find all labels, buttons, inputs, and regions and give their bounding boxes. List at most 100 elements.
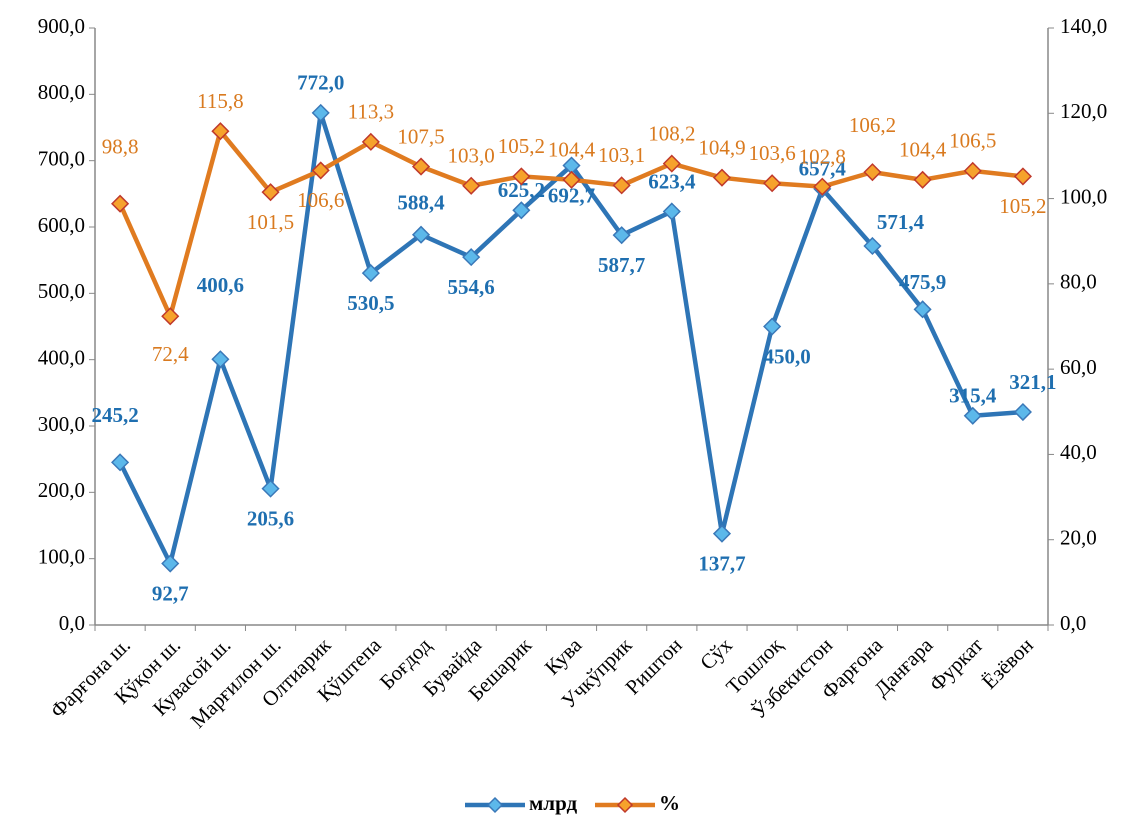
data-label: 554,6 <box>448 275 495 299</box>
y-tick-label: 200,0 <box>38 478 85 502</box>
point-marker <box>411 157 431 176</box>
data-label: 530,5 <box>347 291 394 315</box>
y-tick-label: 800,0 <box>38 80 85 104</box>
y2-tick-label: 100,0 <box>1060 184 1107 208</box>
y2-tick-label: 140,0 <box>1060 14 1107 38</box>
legend-item: % <box>595 791 680 815</box>
point-marker <box>863 236 882 256</box>
point-marker <box>913 170 932 189</box>
x-tick-label: Ёзёвон <box>977 633 1038 694</box>
data-label: 571,4 <box>877 210 925 234</box>
data-label: 245,2 <box>91 403 138 427</box>
point-marker <box>963 161 982 180</box>
legend-item: млрд <box>465 791 577 815</box>
point-marker <box>712 524 732 543</box>
point-marker <box>361 132 380 151</box>
data-label: 321,1 <box>1009 370 1056 394</box>
y-tick-label: 700,0 <box>38 146 85 170</box>
point-marker <box>763 174 782 193</box>
point-marker <box>662 154 681 173</box>
point-marker <box>512 167 531 186</box>
y-tick-label: 100,0 <box>38 544 85 568</box>
data-label: 104,9 <box>698 135 745 159</box>
data-label: 115,8 <box>197 89 243 113</box>
point-marker <box>211 122 230 141</box>
data-label: 475,9 <box>899 270 946 294</box>
data-label: 105,2 <box>498 134 545 158</box>
point-marker <box>161 307 180 326</box>
data-label: 137,7 <box>698 551 745 575</box>
data-label: 205,6 <box>247 506 294 530</box>
point-marker <box>1013 402 1032 422</box>
point-marker <box>261 479 280 498</box>
data-label: 623,4 <box>648 169 696 193</box>
point-marker <box>462 176 481 195</box>
data-label: 400,6 <box>197 273 244 297</box>
data-label: 657,4 <box>799 157 847 181</box>
point-marker <box>462 248 481 267</box>
data-label: 98,8 <box>102 135 139 159</box>
data-label: 104,4 <box>899 138 947 162</box>
point-marker <box>261 183 280 202</box>
y-tick-label: 600,0 <box>38 213 85 237</box>
y-tick-label: 0,0 <box>59 611 85 635</box>
data-label: 103,1 <box>598 143 645 167</box>
point-marker <box>361 264 380 283</box>
point-marker <box>763 317 782 336</box>
point-marker <box>111 194 130 213</box>
x-tick-label: Фуркат <box>924 633 987 696</box>
point-marker <box>311 103 330 122</box>
y-tick-label: 400,0 <box>38 345 85 369</box>
x-tick-label: Риштон <box>620 633 686 699</box>
data-label: 315,4 <box>949 384 997 408</box>
data-label: 103,0 <box>448 144 495 168</box>
data-label: 101,5 <box>247 210 294 234</box>
point-marker <box>1013 167 1032 186</box>
data-label: 92,7 <box>152 581 189 605</box>
data-label: 450,0 <box>764 344 811 368</box>
y2-tick-label: 60,0 <box>1060 355 1097 379</box>
y-tick-label: 900,0 <box>38 14 85 38</box>
y2-tick-label: 0,0 <box>1060 611 1086 635</box>
data-label: 102,8 <box>799 144 846 168</box>
legend-marker <box>486 796 504 814</box>
point-marker <box>612 226 631 245</box>
y2-tick-label: 20,0 <box>1060 526 1097 550</box>
point-marker <box>211 350 230 369</box>
data-label: 103,6 <box>749 141 796 165</box>
y2-tick-label: 80,0 <box>1060 270 1097 294</box>
data-label: 72,4 <box>152 342 189 366</box>
y-tick-label: 500,0 <box>38 279 85 303</box>
data-label: 106,5 <box>949 129 996 153</box>
point-marker <box>411 225 431 244</box>
point-marker <box>863 163 882 182</box>
data-label: 105,2 <box>999 194 1046 218</box>
y2-tick-label: 40,0 <box>1060 440 1097 464</box>
point-marker <box>111 453 130 472</box>
point-marker <box>963 406 982 425</box>
data-label: 108,2 <box>648 121 695 145</box>
y-tick-label: 300,0 <box>38 412 85 436</box>
data-label: 104,4 <box>548 138 596 162</box>
data-label: 772,0 <box>297 71 344 95</box>
legend-label: млрд <box>529 791 577 815</box>
point-marker <box>562 170 581 189</box>
point-marker <box>161 554 180 573</box>
point-marker <box>813 177 832 196</box>
data-label: 588,4 <box>397 191 445 215</box>
data-label: 587,7 <box>598 253 645 277</box>
data-label: 107,5 <box>397 124 444 148</box>
legend-label: % <box>659 791 680 815</box>
legend-marker <box>616 796 634 814</box>
point-marker <box>512 201 531 220</box>
data-label: 113,3 <box>348 100 394 124</box>
point-marker <box>712 168 732 187</box>
x-tick-label: Сўх <box>695 633 737 675</box>
y2-tick-label: 120,0 <box>1060 99 1107 123</box>
point-marker <box>612 176 631 195</box>
point-marker <box>913 300 932 319</box>
data-label: 106,2 <box>849 113 896 137</box>
x-tick-label: Фарғона ш. <box>45 633 135 723</box>
data-label: 106,6 <box>297 188 344 212</box>
